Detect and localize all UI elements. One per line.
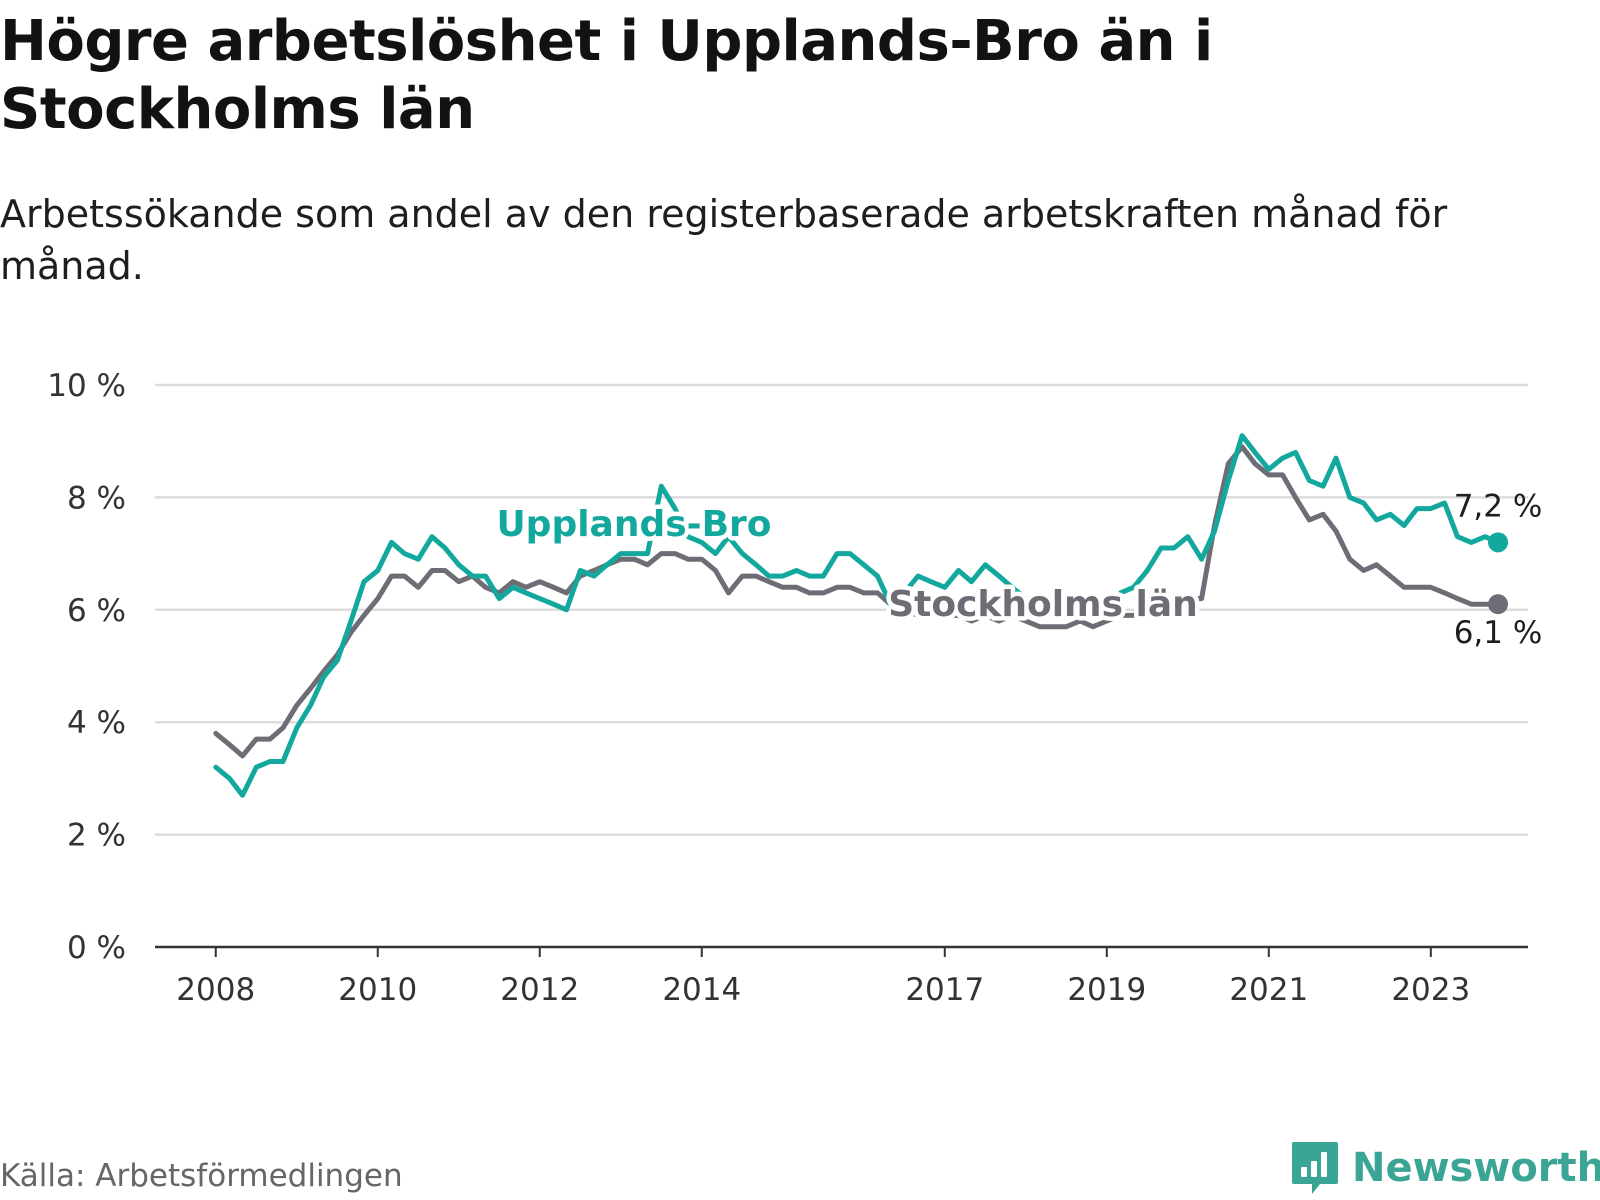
chart-title: Högre arbetslöshet i Upplands-Bro än i S… [0, 9, 1213, 142]
x-tick-label: 2017 [905, 972, 984, 1008]
end-point-upplands [1488, 532, 1509, 553]
y-tick-label: 10 % [47, 368, 126, 404]
chart-subtitle: Arbetssökande som andel av den registerb… [0, 192, 1448, 288]
brand: Newsworthy [1290, 1140, 1600, 1196]
series-labels: 6,1 % 7,2 % Stockholms län Upplands-Bro [492, 488, 1543, 651]
x-tick-label: 2023 [1391, 972, 1470, 1008]
x-tick-label: 2012 [500, 972, 579, 1008]
end-label-stockholm: 6,1 % [1454, 615, 1543, 651]
y-tick-label: 4 % [67, 705, 126, 741]
y-axis-tick-labels: 0 % 2 % 4 % 6 % 8 % 10 % [47, 368, 126, 966]
x-tick-label: 2008 [176, 972, 255, 1008]
series-line-stockholm [213, 444, 1501, 759]
x-tick-label: 2010 [338, 972, 417, 1008]
series-label-upplands: Upplands-Bro [496, 504, 771, 545]
source-note: Källa: Arbetsförmedlingen [0, 1158, 403, 1194]
x-axis: 2008 2010 2012 2014 2017 2019 2021 2023 [155, 945, 1528, 1008]
bar-chart-speech-bubble-icon [1292, 1142, 1338, 1194]
end-label-upplands: 7,2 % [1454, 488, 1543, 524]
series-line-upplands [213, 433, 1501, 798]
y-tick-label: 0 % [67, 930, 126, 966]
line-chart: 0 % 2 % 4 % 6 % 8 % 10 % 2008 2010 2012 2014 2017… [47, 368, 1543, 1008]
series-lines [213, 433, 1509, 798]
y-tick-label: 8 % [67, 480, 126, 516]
x-tick-label: 2019 [1067, 972, 1146, 1008]
x-tick-label: 2021 [1229, 972, 1308, 1008]
end-point-stockholm [1488, 594, 1509, 615]
x-tick-label: 2014 [662, 972, 741, 1008]
series-label-stockholm: Stockholms län [888, 584, 1198, 625]
brand-name: Newsworthy [1352, 1145, 1600, 1191]
y-tick-label: 6 % [67, 593, 126, 629]
gridlines [155, 383, 1528, 836]
y-tick-label: 2 % [67, 818, 126, 854]
